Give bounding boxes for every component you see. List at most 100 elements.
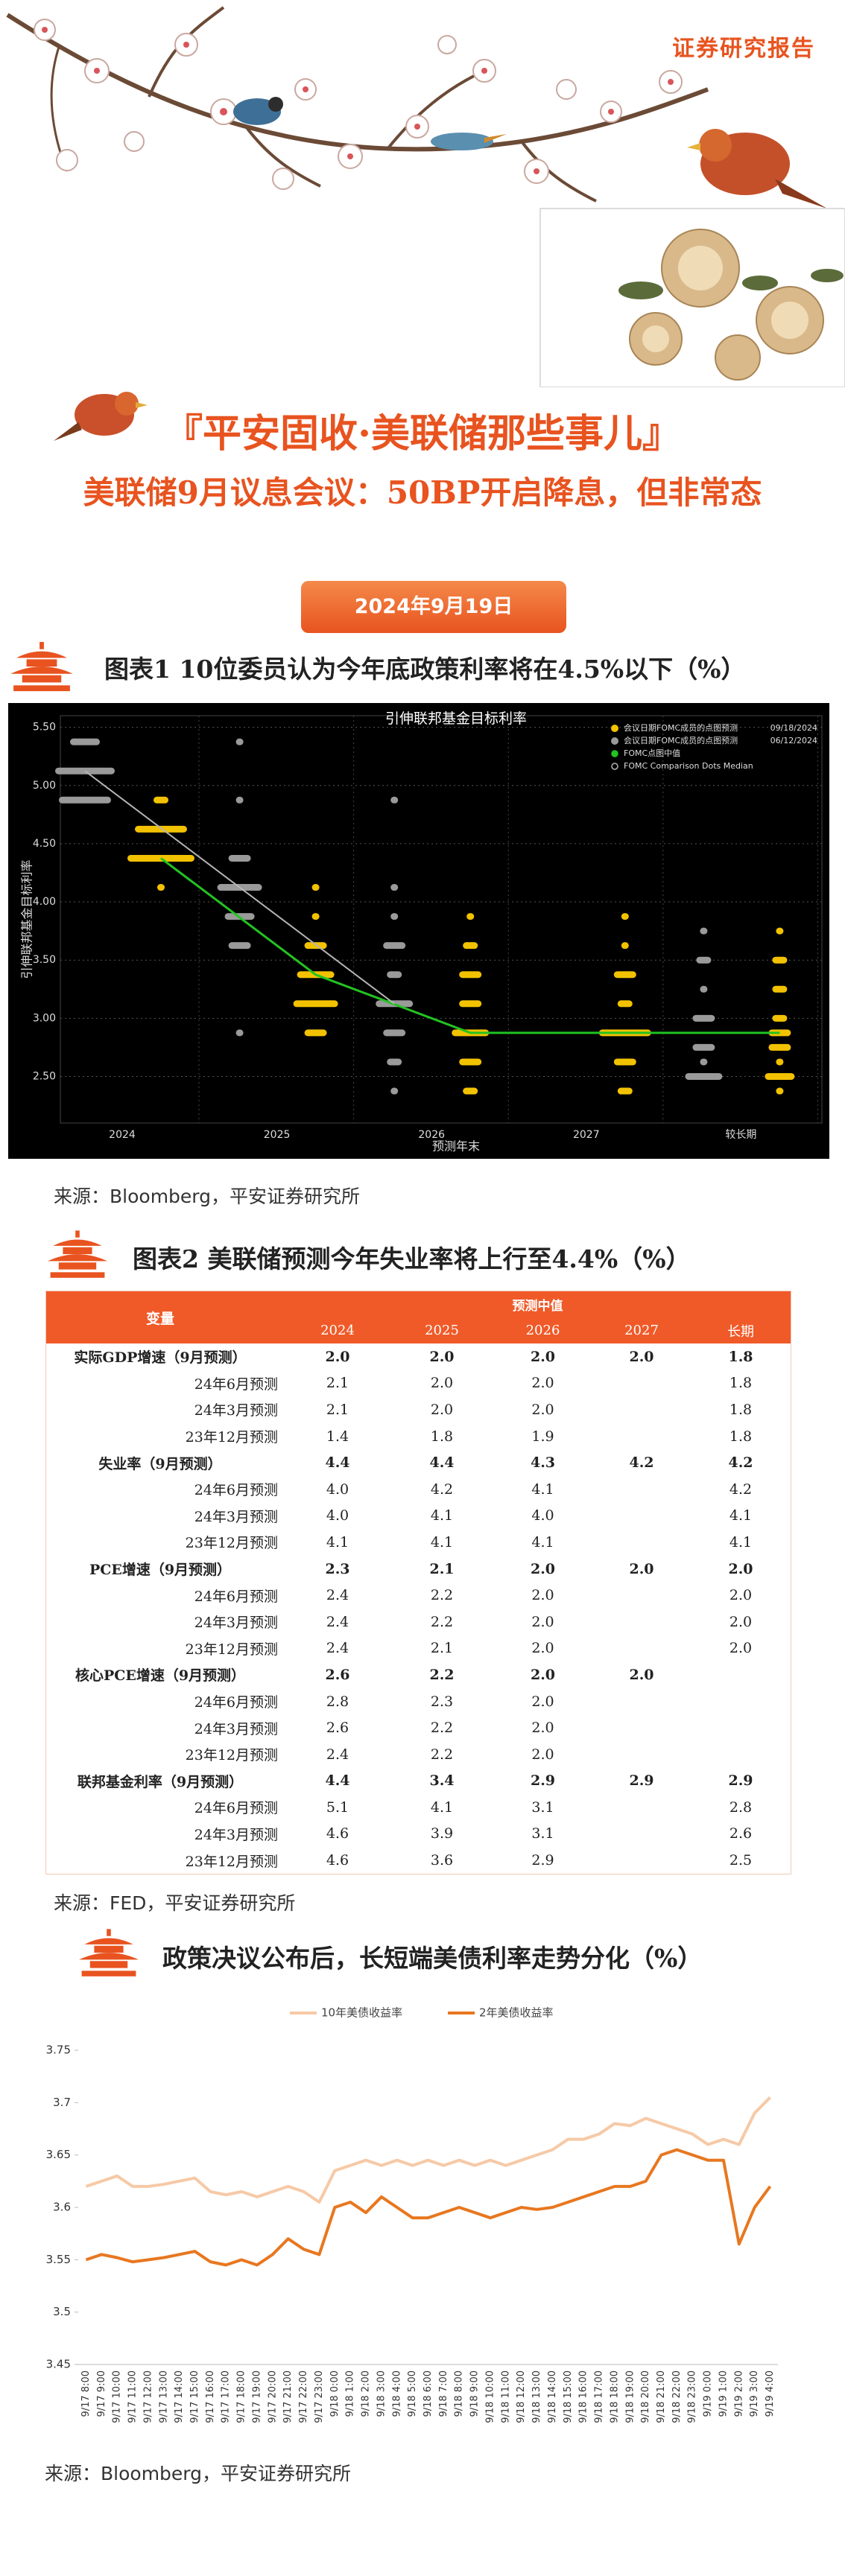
x-tick-label: 9/18 6:00 (422, 2370, 434, 2417)
section-heading: 图表2 美联储预测今年失业率将上行至4.4%（%） (133, 1244, 691, 1273)
sub-row: 24年6月预测 2.8 2.3 2.0 (46, 1688, 791, 1715)
table-cell: 2.0 (530, 1666, 556, 1683)
dot-group (613, 971, 636, 979)
dot-group (772, 985, 788, 993)
date-badge: 2024年9月19日 (301, 581, 566, 633)
x-tick-label: 9/19 3:00 (749, 2370, 760, 2417)
table-cell: 2.0 (531, 1693, 554, 1710)
row-label: 24年3月预测 (194, 1826, 278, 1843)
row-label: 24年6月预测 (194, 1588, 278, 1605)
dot-group (617, 1000, 633, 1008)
section-icon (10, 642, 73, 692)
row-label: 23年12月预测 (185, 1429, 278, 1446)
table-cell: 2.0 (531, 1375, 554, 1392)
table-cell: 3.6 (430, 1852, 454, 1869)
x-tick-label: 9/18 12:00 (516, 2370, 527, 2423)
x-tick-label: 9/17 21:00 (282, 2370, 294, 2423)
row-label: 24年3月预测 (194, 1508, 278, 1525)
x-tick-label: 9/18 22:00 (671, 2370, 683, 2423)
table-cell: 2.4 (326, 1640, 349, 1657)
dot-group (772, 1014, 788, 1022)
table-cell: 4.6 (326, 1852, 349, 1869)
dot-group (390, 913, 399, 920)
row-label: 24年6月预测 (194, 1482, 278, 1499)
header-row: 2024 2025 2026 2027 长期 (46, 1317, 791, 1343)
table-cell: 1.8 (430, 1428, 454, 1445)
x-tick-label: 9/17 23:00 (314, 2370, 325, 2423)
dot-group (383, 942, 406, 950)
x-tick-label: 9/18 13:00 (531, 2370, 542, 2423)
x-tick-label: 9/18 2:00 (361, 2370, 372, 2417)
header-cell: 2025 (390, 1317, 493, 1343)
header-cell: 变量 (46, 1291, 285, 1343)
dot-group (776, 1058, 784, 1066)
doc-title: 『平安固收·美联储那些事儿』 (163, 411, 682, 457)
table-cell (691, 1741, 791, 1768)
table-cell (592, 1635, 691, 1662)
dot-group (765, 1072, 795, 1080)
table-cell: 2.0 (530, 1560, 556, 1577)
x-tick-label: 9/19 0:00 (703, 2370, 714, 2417)
dot-group (459, 1058, 482, 1066)
row-label: 24年6月预测 (194, 1376, 278, 1393)
table-cell: 2.4 (326, 1587, 349, 1604)
x-tick-label: 9/18 3:00 (376, 2370, 387, 2417)
y-tick-label: 3.5 (53, 2305, 71, 2318)
sub-row: 24年3月预测 4.0 4.1 4.0 4.1 (46, 1503, 791, 1530)
table-cell: 2.2 (429, 1666, 455, 1683)
table-cell (592, 1688, 691, 1715)
y-tick-label: 3.50 (33, 954, 56, 966)
table-cell: 2.0 (531, 1613, 554, 1630)
x-tick-label: 9/18 15:00 (563, 2370, 574, 2423)
legend-marker (611, 725, 618, 732)
table-cell: 2.0 (729, 1640, 753, 1657)
x-tick-label: 9/17 9:00 (96, 2370, 107, 2417)
table-cell: 4.4 (325, 1772, 350, 1790)
legend-marker (611, 750, 618, 757)
table-cell: 2.9 (531, 1852, 554, 1869)
table-cell: 2.6 (729, 1825, 753, 1842)
dot-group (235, 1029, 244, 1037)
header-cell: 长期 (691, 1317, 791, 1343)
row-label: PCE增速（9月预测） (89, 1562, 232, 1579)
table-cell: 2.0 (629, 1348, 654, 1365)
sub-row: 23年12月预测 2.4 2.2 2.0 (46, 1741, 791, 1768)
table-cell: 1.8 (729, 1428, 753, 1445)
dot-group (768, 1043, 791, 1051)
dot-group (621, 942, 629, 950)
x-tick-label: 9/18 9:00 (469, 2370, 481, 2417)
table-cell: 2.0 (430, 1401, 454, 1418)
y-tick-label: 2.50 (33, 1070, 56, 1082)
x-tick-label: 9/18 17:00 (594, 2370, 605, 2423)
table-cell: 2.2 (430, 1720, 454, 1737)
dot-group (776, 927, 784, 935)
table-cell: 4.6 (326, 1825, 349, 1842)
table-cell: 3.9 (430, 1825, 454, 1842)
table-cell: 2.9 (530, 1772, 556, 1790)
table-cell: 4.4 (429, 1454, 455, 1472)
legend-label: FOMC点图中值 (624, 748, 680, 758)
dot-group (772, 956, 788, 964)
x-tick-label: 9/18 0:00 (329, 2370, 341, 2417)
x-tick-label: 9/17 16:00 (205, 2370, 216, 2423)
table-cell: 2.0 (729, 1613, 753, 1630)
table-cell (592, 1794, 691, 1821)
dot-group (390, 884, 399, 891)
sub-row: 24年3月预测 4.6 3.9 3.1 2.6 (46, 1821, 791, 1848)
table-cell: 1.4 (326, 1428, 349, 1445)
x-tick-label: 9/18 11:00 (500, 2370, 511, 2423)
table-cell: 4.0 (531, 1507, 554, 1524)
x-tick-label: 9/18 4:00 (391, 2370, 402, 2417)
sub-row: 23年12月预测 2.4 2.1 2.0 2.0 (46, 1635, 791, 1662)
legend-marker (611, 763, 618, 770)
table-cell: 2.0 (429, 1348, 455, 1365)
y-tick-label: 3.45 (46, 2358, 71, 2371)
x-tick-label: 9/18 18:00 (609, 2370, 620, 2423)
table-cell: 2.5 (729, 1852, 753, 1869)
section-heading: 政策决议公布后，长短端美债利率走势分化（%） (162, 1944, 703, 1973)
x-tick-label: 较长期 (725, 1129, 756, 1141)
group-row: 失业率（9月预测） 4.4 4.4 4.3 4.2 4.2 (46, 1449, 791, 1476)
dot-group (613, 1058, 636, 1066)
dot-group (390, 1087, 399, 1095)
legend-date: 09/18/2024 (770, 723, 817, 733)
